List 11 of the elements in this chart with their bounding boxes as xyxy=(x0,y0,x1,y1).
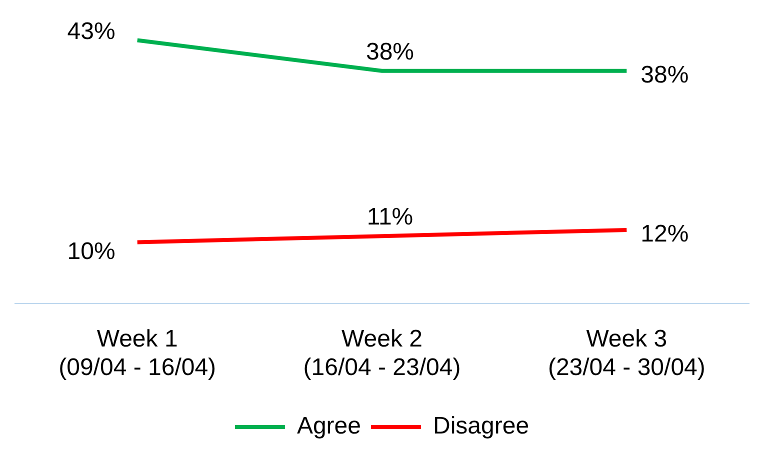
data-label: 11% xyxy=(366,204,414,231)
data-label: 38% xyxy=(640,61,689,88)
data-label: 12% xyxy=(640,220,689,248)
x-tick-label: Week 3 (23/04 - 30/04) xyxy=(548,325,706,382)
data-label: 38% xyxy=(366,38,414,66)
legend-label: Disagree xyxy=(433,412,530,440)
legend-label: Agree xyxy=(296,412,361,440)
data-label: 10% xyxy=(67,238,116,265)
x-tick-label: Week 2 (16/04 - 23/04) xyxy=(303,325,461,382)
x-tick-label: Week 1 (09/04 - 16/04) xyxy=(58,325,216,382)
data-label: 43% xyxy=(67,18,116,45)
